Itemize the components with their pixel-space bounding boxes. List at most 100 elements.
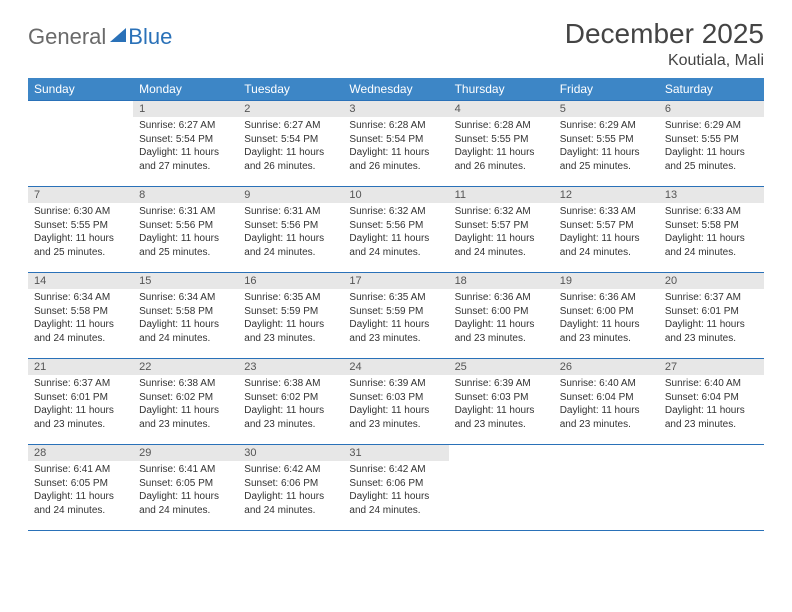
sunset-line: Sunset: 5:56 PM [349, 219, 442, 233]
sunset-line: Sunset: 5:57 PM [560, 219, 653, 233]
calendar-cell: 18Sunrise: 6:36 AMSunset: 6:00 PMDayligh… [449, 273, 554, 359]
sunrise-line: Sunrise: 6:35 AM [349, 291, 442, 305]
sunrise-line: Sunrise: 6:37 AM [34, 377, 127, 391]
sunrise-line: Sunrise: 6:35 AM [244, 291, 337, 305]
calendar-cell [28, 101, 133, 187]
calendar-cell: 27Sunrise: 6:40 AMSunset: 6:04 PMDayligh… [659, 359, 764, 445]
daylight-line: Daylight: 11 hours and 23 minutes. [244, 318, 337, 345]
sunrise-line: Sunrise: 6:31 AM [244, 205, 337, 219]
daylight-line: Daylight: 11 hours and 23 minutes. [349, 404, 442, 431]
sunset-line: Sunset: 6:06 PM [244, 477, 337, 491]
sunrise-line: Sunrise: 6:41 AM [139, 463, 232, 477]
weekday-header: Monday [133, 78, 238, 101]
calendar-cell: 3Sunrise: 6:28 AMSunset: 5:54 PMDaylight… [343, 101, 448, 187]
calendar-cell: 28Sunrise: 6:41 AMSunset: 6:05 PMDayligh… [28, 445, 133, 531]
calendar-cell: 31Sunrise: 6:42 AMSunset: 6:06 PMDayligh… [343, 445, 448, 531]
daylight-line: Daylight: 11 hours and 23 minutes. [560, 404, 653, 431]
sunset-line: Sunset: 6:00 PM [560, 305, 653, 319]
sunset-line: Sunset: 5:56 PM [244, 219, 337, 233]
sunrise-line: Sunrise: 6:33 AM [560, 205, 653, 219]
day-body: Sunrise: 6:38 AMSunset: 6:02 PMDaylight:… [133, 375, 238, 435]
sunset-line: Sunset: 6:02 PM [139, 391, 232, 405]
sunset-line: Sunset: 5:59 PM [349, 305, 442, 319]
day-body: Sunrise: 6:30 AMSunset: 5:55 PMDaylight:… [28, 203, 133, 263]
sunrise-line: Sunrise: 6:39 AM [455, 377, 548, 391]
calendar-cell: 4Sunrise: 6:28 AMSunset: 5:55 PMDaylight… [449, 101, 554, 187]
day-number: 3 [343, 101, 448, 117]
calendar-cell: 1Sunrise: 6:27 AMSunset: 5:54 PMDaylight… [133, 101, 238, 187]
sunrise-line: Sunrise: 6:42 AM [244, 463, 337, 477]
day-body: Sunrise: 6:32 AMSunset: 5:57 PMDaylight:… [449, 203, 554, 263]
daylight-line: Daylight: 11 hours and 24 minutes. [34, 318, 127, 345]
sunrise-line: Sunrise: 6:38 AM [139, 377, 232, 391]
daylight-line: Daylight: 11 hours and 23 minutes. [455, 318, 548, 345]
sunrise-line: Sunrise: 6:30 AM [34, 205, 127, 219]
sunset-line: Sunset: 5:55 PM [560, 133, 653, 147]
sunrise-line: Sunrise: 6:33 AM [665, 205, 758, 219]
daylight-line: Daylight: 11 hours and 24 minutes. [349, 490, 442, 517]
sunset-line: Sunset: 5:59 PM [244, 305, 337, 319]
day-body: Sunrise: 6:39 AMSunset: 6:03 PMDaylight:… [343, 375, 448, 435]
daylight-line: Daylight: 11 hours and 27 minutes. [139, 146, 232, 173]
sunrise-line: Sunrise: 6:32 AM [349, 205, 442, 219]
calendar-cell: 29Sunrise: 6:41 AMSunset: 6:05 PMDayligh… [133, 445, 238, 531]
day-body: Sunrise: 6:35 AMSunset: 5:59 PMDaylight:… [343, 289, 448, 349]
sail-icon [110, 28, 126, 42]
day-number: 31 [343, 445, 448, 461]
sunset-line: Sunset: 6:00 PM [455, 305, 548, 319]
weekday-header: Saturday [659, 78, 764, 101]
daylight-line: Daylight: 11 hours and 25 minutes. [139, 232, 232, 259]
sunrise-line: Sunrise: 6:28 AM [349, 119, 442, 133]
sunrise-line: Sunrise: 6:42 AM [349, 463, 442, 477]
calendar-cell: 14Sunrise: 6:34 AMSunset: 5:58 PMDayligh… [28, 273, 133, 359]
sunrise-line: Sunrise: 6:34 AM [139, 291, 232, 305]
sunset-line: Sunset: 5:55 PM [665, 133, 758, 147]
calendar-week-row: 28Sunrise: 6:41 AMSunset: 6:05 PMDayligh… [28, 445, 764, 531]
calendar-cell: 24Sunrise: 6:39 AMSunset: 6:03 PMDayligh… [343, 359, 448, 445]
location-label: Koutiala, Mali [565, 52, 764, 70]
sunset-line: Sunset: 6:02 PM [244, 391, 337, 405]
weekday-header-row: Sunday Monday Tuesday Wednesday Thursday… [28, 78, 764, 101]
day-number: 12 [554, 187, 659, 203]
day-body: Sunrise: 6:42 AMSunset: 6:06 PMDaylight:… [238, 461, 343, 521]
calendar-cell: 16Sunrise: 6:35 AMSunset: 5:59 PMDayligh… [238, 273, 343, 359]
calendar-cell [554, 445, 659, 531]
daylight-line: Daylight: 11 hours and 24 minutes. [139, 490, 232, 517]
calendar-cell: 7Sunrise: 6:30 AMSunset: 5:55 PMDaylight… [28, 187, 133, 273]
calendar-cell: 12 Sunrise: 6:33 AMSunset: 5:57 PMDayligh… [554, 187, 659, 273]
calendar-cell: 26Sunrise: 6:40 AMSunset: 6:04 PMDayligh… [554, 359, 659, 445]
weekday-header: Sunday [28, 78, 133, 101]
daylight-line: Daylight: 11 hours and 23 minutes. [244, 404, 337, 431]
sunset-line: Sunset: 5:57 PM [455, 219, 548, 233]
day-number: 28 [28, 445, 133, 461]
sunrise-line: Sunrise: 6:28 AM [455, 119, 548, 133]
page-header: General Blue December 2025 Koutiala, Mal… [28, 18, 764, 70]
daylight-line: Daylight: 11 hours and 23 minutes. [349, 318, 442, 345]
daylight-line: Daylight: 11 hours and 24 minutes. [349, 232, 442, 259]
sunset-line: Sunset: 5:56 PM [139, 219, 232, 233]
weekday-header: Friday [554, 78, 659, 101]
day-body: Sunrise: 6:41 AMSunset: 6:05 PMDaylight:… [133, 461, 238, 521]
sunset-line: Sunset: 5:54 PM [349, 133, 442, 147]
calendar-cell: 15Sunrise: 6:34 AMSunset: 5:58 PMDayligh… [133, 273, 238, 359]
brand-logo: General Blue [28, 24, 172, 50]
day-number: 19 [554, 273, 659, 289]
day-body: Sunrise: 6:28 AMSunset: 5:55 PMDaylight:… [449, 117, 554, 177]
calendar-cell: 6Sunrise: 6:29 AMSunset: 5:55 PMDaylight… [659, 101, 764, 187]
day-body: Sunrise: 6:29 AMSunset: 5:55 PMDaylight:… [554, 117, 659, 177]
day-body: Sunrise: 6:36 AMSunset: 6:00 PMDaylight:… [554, 289, 659, 349]
sunrise-line: Sunrise: 6:32 AM [455, 205, 548, 219]
calendar-cell: 23Sunrise: 6:38 AMSunset: 6:02 PMDayligh… [238, 359, 343, 445]
brand-part2: Blue [128, 24, 172, 50]
day-number: 23 [238, 359, 343, 375]
sunset-line: Sunset: 5:54 PM [244, 133, 337, 147]
sunrise-line: Sunrise: 6:27 AM [139, 119, 232, 133]
day-body: Sunrise: 6:35 AMSunset: 5:59 PMDaylight:… [238, 289, 343, 349]
daylight-line: Daylight: 11 hours and 23 minutes. [560, 318, 653, 345]
day-number: 1 [133, 101, 238, 117]
sunset-line: Sunset: 5:58 PM [139, 305, 232, 319]
daylight-line: Daylight: 11 hours and 24 minutes. [560, 232, 653, 259]
sunset-line: Sunset: 6:04 PM [560, 391, 653, 405]
day-body: Sunrise: 6:40 AMSunset: 6:04 PMDaylight:… [554, 375, 659, 435]
calendar-cell [659, 445, 764, 531]
